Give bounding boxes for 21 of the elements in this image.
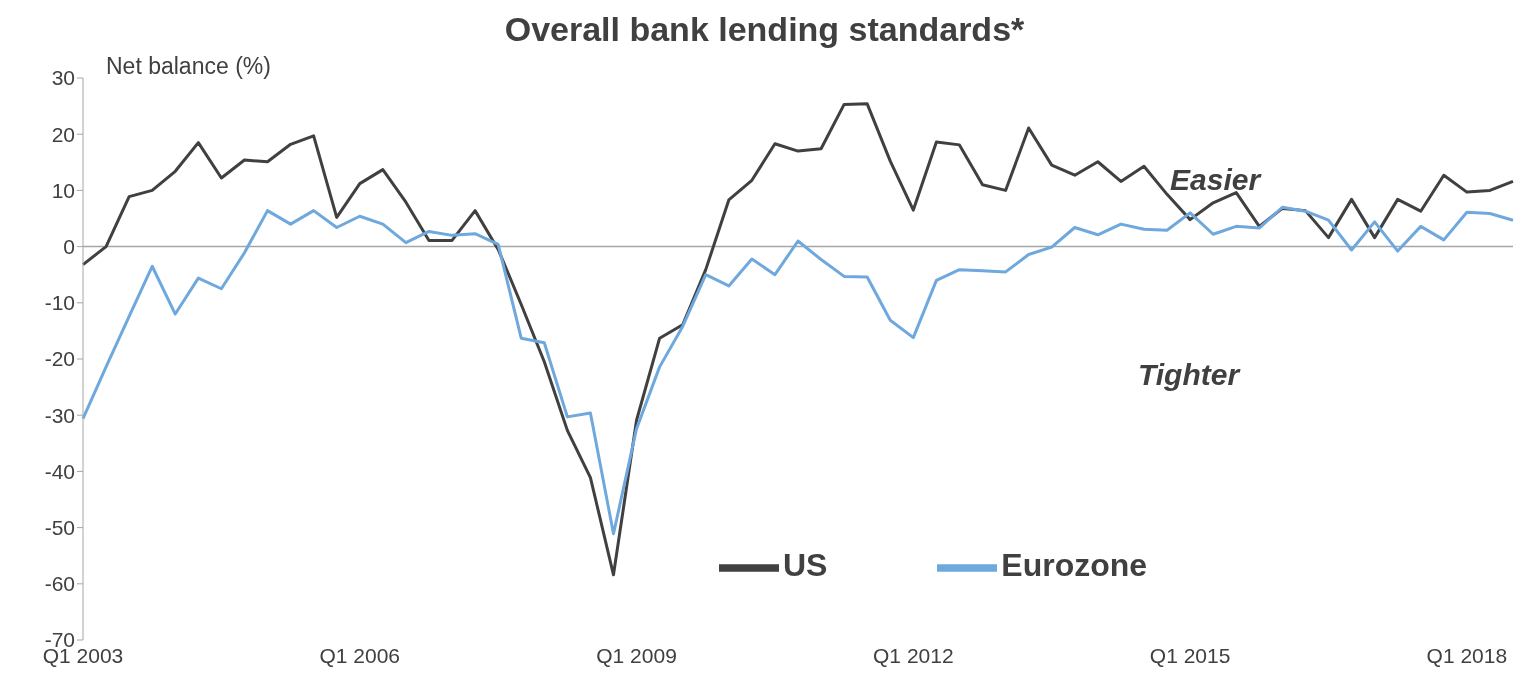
y-tick-label: -60 bbox=[44, 572, 75, 596]
y-tick-label: 20 bbox=[51, 122, 75, 146]
y-tick-label: 0 bbox=[63, 235, 75, 259]
y-tick-label: -10 bbox=[44, 291, 75, 315]
x-tick-label: Q1 2018 bbox=[1426, 643, 1508, 667]
y-tick-label: -40 bbox=[44, 459, 75, 483]
legend-label: US bbox=[782, 547, 828, 584]
annotation: Tighter bbox=[1138, 358, 1240, 392]
x-tick-label: Q1 2015 bbox=[1149, 643, 1231, 667]
chart-title: Overall bank lending standards* bbox=[503, 10, 1026, 49]
x-tick-label: Q1 2006 bbox=[319, 643, 401, 667]
x-tick-label: Q1 2009 bbox=[596, 643, 677, 667]
y-tick-label: 30 bbox=[51, 66, 75, 90]
x-tick-label: Q1 2012 bbox=[873, 643, 954, 667]
y-tick-label: -20 bbox=[44, 347, 75, 371]
y-tick-label: -50 bbox=[44, 516, 75, 540]
y-axis-title: Net balance (%) bbox=[106, 53, 271, 80]
legend-label: Eurozone bbox=[1001, 547, 1148, 584]
y-tick-label: 10 bbox=[51, 178, 75, 202]
annotation: Easier bbox=[1170, 163, 1261, 197]
y-tick-label: -30 bbox=[44, 403, 75, 427]
